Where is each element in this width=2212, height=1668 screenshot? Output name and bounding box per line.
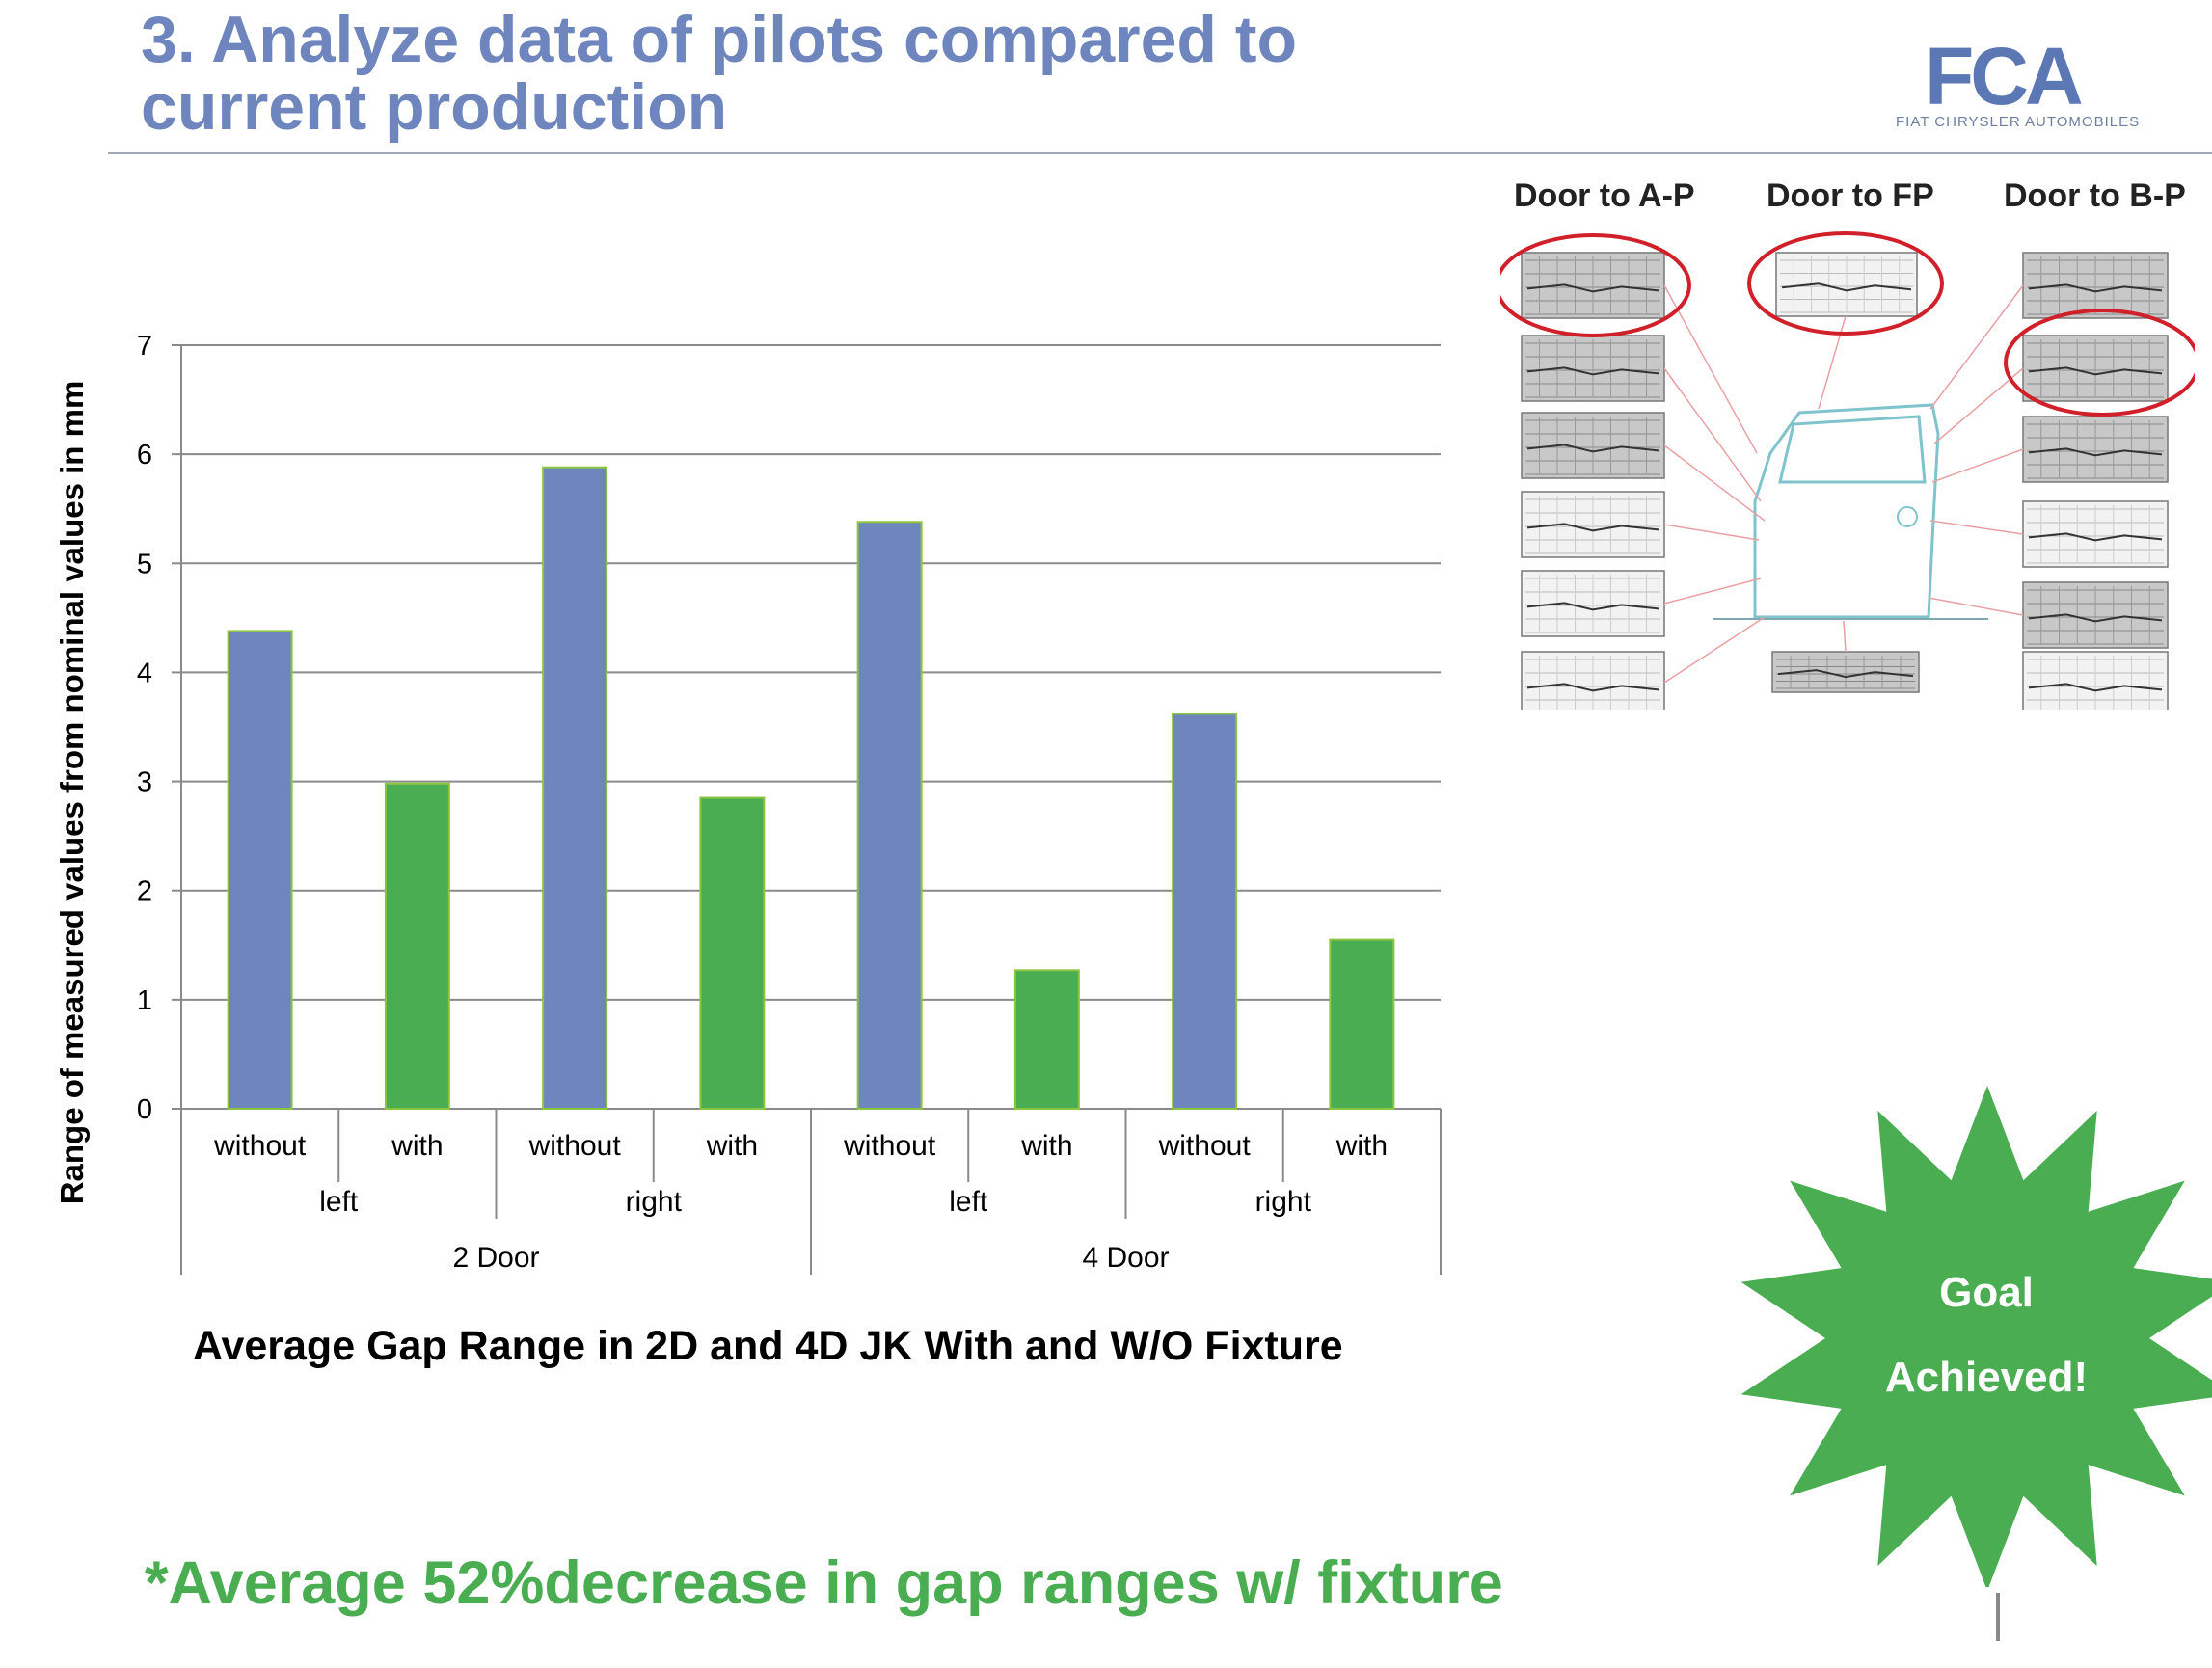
thumbnail-trace [1777,669,1914,679]
gap-range-bar-chart: 0 1 2 3 4 5 6 7 Range of measured values from no… [54,331,1442,1275]
y-tick-label: 5 [137,549,152,579]
thumbnail-trace [1781,282,1912,292]
leader-line [1663,524,1760,541]
leader-line [1931,448,2024,483]
thumbnail-trace [1526,283,1659,293]
y-axis-label: Range of measured values from nominal va… [54,381,90,1205]
door-measurement-diagram [1500,231,2195,710]
bar-with-5 [1013,969,1080,1111]
x-tick-label: without [843,1130,936,1162]
starburst-shape [1740,1086,2212,1587]
chart-thumbnail-left-2 [1521,412,1665,479]
highlight-ring-fp [1747,231,1944,336]
bar-without-6 [1172,713,1238,1110]
leader-line [1663,367,1762,502]
thumbnail-trace [2028,447,2163,457]
thumbnail-trace [2028,366,2163,376]
leader-line [1929,520,2024,535]
bar-without-4 [856,521,923,1110]
y-tick-label: 2 [137,876,152,907]
goal-achieved-badge [1740,1086,2212,1587]
thumbnail-trace [2028,283,2163,293]
x-group-label-side: left [949,1186,988,1218]
leader-line [1818,315,1847,410]
chart-thumbnail-left-4 [1521,570,1665,637]
x-tick-label: with [391,1130,443,1162]
thumbnail-trace [1526,444,1659,453]
chart-thumbnail-left-3 [1521,491,1665,558]
leader-line [1843,620,1847,653]
title-divider [108,152,2212,154]
badge-text-goal: Goal [1939,1269,2034,1316]
leader-line [1663,616,1766,684]
x-tick-label: with [1335,1130,1388,1162]
y-tick-label: 1 [137,985,152,1016]
x-group-label-side: right [626,1186,683,1218]
door-outline [1713,403,1988,620]
leader-line [1933,367,2024,444]
x-group-label-side: right [1255,1186,1312,1218]
chart-thumbnail-right-1 [2022,335,2169,402]
bar-without-2 [542,466,608,1111]
y-tick-label: 0 [137,1094,152,1125]
logo-subtitle: FIAT CHRYSLER AUTOMOBILES [1896,114,2141,130]
bar-with-1 [384,782,450,1110]
chart-thumbnail-left-1 [1521,335,1665,402]
logo-text: FCA [1925,37,2082,121]
fca-logo: FCA [1925,37,2086,121]
leader-line [1663,284,1758,454]
door-header-fp: Door to FP [1767,177,1934,214]
thumbnail-trace [1526,523,1659,532]
leader-line [1928,597,2024,616]
decorative-line [1996,1593,2000,1641]
badge-text-achieved: Achieved! [1884,1354,2089,1401]
y-tick-label: 4 [137,658,152,688]
x-tick-label: without [213,1130,307,1162]
chart-thumbnail-right-5 [2022,651,2169,710]
leader-line [1929,284,2024,410]
y-tick-label: 3 [137,767,152,798]
bar-with-7 [1329,938,1395,1111]
door-body [1753,403,1940,619]
chart-thumbnail-bottom [1771,651,1920,693]
decrease-footnote: *Average 52%decrease in gap ranges w/ fi… [145,1549,1503,1617]
highlight-ring-a-p [1500,233,1691,337]
door-header-b-p: Door to B-P [2004,177,2186,214]
chart-thumbnail-right-2 [2022,416,2169,483]
chart-thumbnail-right-4 [2022,581,2169,649]
leader-line [1663,444,1766,522]
y-tick-label: 6 [137,440,152,471]
slide-title: 3. Analyze data of pilots compared to cu… [141,6,1297,141]
highlight-ring-b-p [2004,309,2195,417]
x-group-label-door: 4 Door [1082,1242,1169,1274]
x-tick-label: without [528,1130,622,1162]
x-tick-label: with [706,1130,758,1162]
door-window [1778,415,1927,484]
y-tick-label: 7 [137,331,152,362]
chart-thumbnail-top [1775,252,1918,317]
chart-thumbnail-right-0 [2022,252,2169,319]
thumbnail-trace [1526,366,1659,376]
chart-thumbnail-left-5 [1521,651,1665,710]
chart-caption: Average Gap Range in 2D and 4D JK With a… [193,1323,1343,1369]
chart-thumbnail-left-0 [1521,252,1665,319]
bar-with-3 [699,796,766,1110]
x-group-label-door: 2 Door [452,1242,539,1274]
leader-line [1663,578,1762,605]
bar-without-0 [227,630,293,1110]
door-header-a-p: Door to A-P [1514,177,1695,214]
x-tick-label: without [1158,1130,1252,1162]
title-line-1: 3. Analyze data of pilots compared to [141,3,1298,76]
x-group-label-side: left [319,1186,359,1218]
thumbnail-trace [1526,683,1659,692]
thumbnail-trace [2028,613,2163,623]
title-line-2: current production [141,70,728,144]
thumbnail-trace [2028,532,2163,542]
x-tick-label: with [1020,1130,1072,1162]
thumbnail-trace [1526,602,1659,611]
chart-thumbnail-right-3 [2022,500,2169,568]
door-handle [1897,506,1918,527]
thumbnail-trace [2028,683,2163,692]
